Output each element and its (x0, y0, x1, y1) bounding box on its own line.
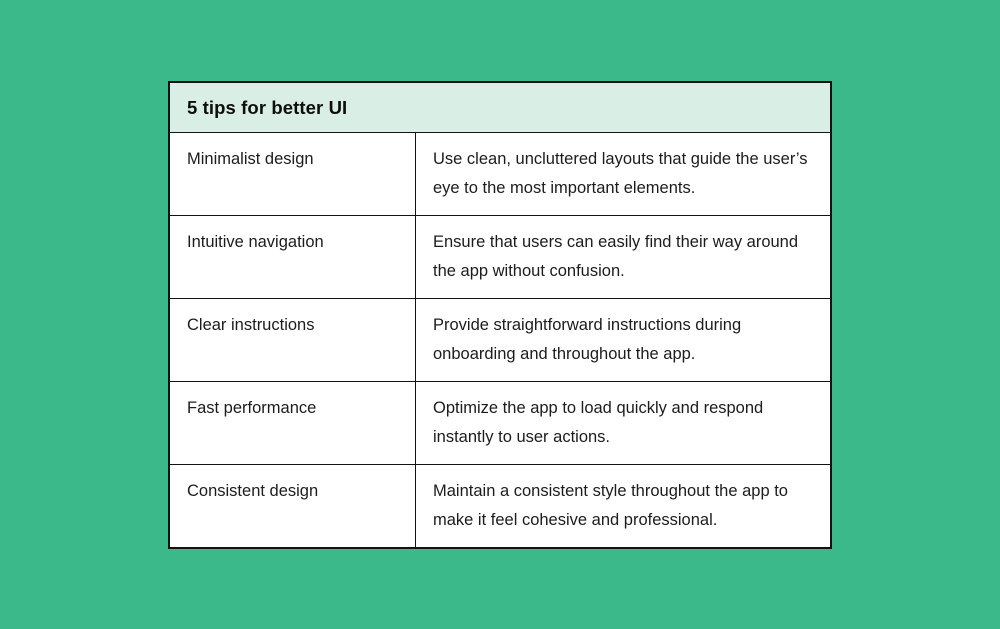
table-row: Intuitive navigation Ensure that users c… (170, 216, 830, 299)
table-row: Consistent design Maintain a consistent … (170, 465, 830, 547)
tip-label: Consistent design (170, 465, 416, 547)
table-title: 5 tips for better UI (187, 97, 348, 118)
tip-description: Use clean, uncluttered layouts that guid… (433, 150, 808, 197)
table-row: Fast performance Optimize the app to loa… (170, 382, 830, 465)
tip-description: Maintain a consistent style throughout t… (433, 482, 788, 529)
table-header: 5 tips for better UI (170, 83, 830, 133)
tip-label: Intuitive navigation (170, 216, 416, 298)
tip-description: Optimize the app to load quickly and res… (433, 399, 764, 446)
tip-label: Minimalist design (170, 133, 416, 215)
tip-description: Ensure that users can easily find their … (433, 233, 799, 280)
tip-label: Clear instructions (170, 299, 416, 381)
tip-label: Fast performance (170, 382, 416, 464)
tip-description: Provide straightforward instructions dur… (433, 316, 742, 363)
tips-table: 5 tips for better UI Minimalist design U… (168, 81, 832, 549)
table-row: Minimalist design Use clean, uncluttered… (170, 133, 830, 216)
table-row: Clear instructions Provide straightforwa… (170, 299, 830, 382)
